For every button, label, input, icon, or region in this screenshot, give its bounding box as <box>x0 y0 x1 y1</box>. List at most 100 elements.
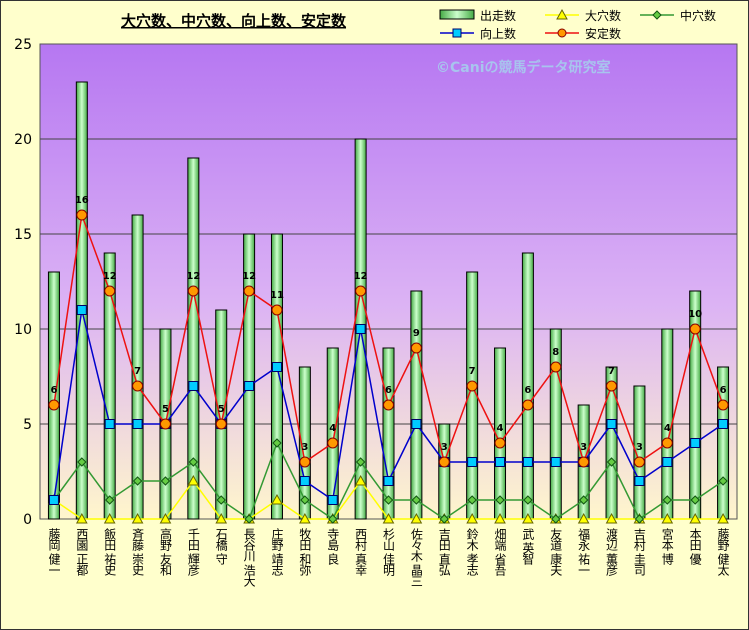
x-tick-label: 鈴木 孝志 <box>465 527 479 576</box>
x-tick-label: 千田 輝彦 <box>186 528 200 577</box>
x-tick-label: 飯田 祐史 <box>103 527 117 576</box>
point-triangle <box>689 512 702 524</box>
x-tick-label: 石橋 守 <box>214 528 228 564</box>
point-circle <box>383 399 394 411</box>
point-triangle <box>661 512 674 524</box>
data-label: 4 <box>664 423 671 434</box>
point-circle <box>494 437 506 449</box>
x-tick-label: 藤岡 健一 <box>47 528 61 575</box>
legend-swatch <box>439 9 475 20</box>
y-tick-label: 20 <box>14 132 32 148</box>
x-tick-label: 長谷川 浩大 <box>242 528 256 587</box>
point-diamond <box>523 495 533 505</box>
y-tick-label: 0 <box>23 512 32 528</box>
point-square <box>271 362 282 372</box>
bar <box>410 290 423 520</box>
point-circle <box>327 437 339 449</box>
data-label: 3 <box>301 442 308 453</box>
point-circle <box>299 456 311 468</box>
point-circle <box>606 380 618 392</box>
point-diamond <box>439 514 449 524</box>
point-diamond <box>718 476 728 486</box>
data-label: 10 <box>688 309 702 320</box>
point-circle <box>76 209 88 221</box>
legend-label: 出走数 <box>480 8 516 23</box>
x-tick-label: 渡辺 薫彦 <box>605 527 619 577</box>
point-circle <box>689 323 701 335</box>
point-square <box>327 495 338 505</box>
legend-label: 大穴数 <box>585 8 621 23</box>
data-label: 4 <box>497 423 504 434</box>
legend-marker <box>557 28 567 38</box>
point-diamond <box>606 457 617 467</box>
y-tick-label: 15 <box>14 227 32 243</box>
data-label: 4 <box>329 423 336 434</box>
y-tick-label: 25 <box>14 37 32 53</box>
x-axis-labels: 藤岡 健一 西園 正都 飯田 祐史 斉藤 崇史 高野 友和 千田 輝彦 石橋 守長谷川 浩大… <box>47 527 730 587</box>
line-series <box>48 209 729 524</box>
point-diamond <box>634 514 645 524</box>
point-triangle <box>354 474 367 486</box>
point-square <box>411 419 422 429</box>
point-triangle <box>605 512 618 524</box>
data-label: 6 <box>385 385 392 396</box>
bar <box>75 81 88 520</box>
x-tick-label: 武 英智 <box>521 528 535 566</box>
point-circle <box>410 342 422 354</box>
y-axis: 0 5 10 15 20 25 <box>14 37 32 528</box>
point-square <box>522 457 533 467</box>
x-tick-label: 畑端 省吾 <box>493 528 507 576</box>
point-circle <box>466 380 478 392</box>
x-tick-label: 高野 友和 <box>158 527 172 576</box>
point-square <box>467 457 478 467</box>
point-square <box>662 457 673 467</box>
data-label: 5 <box>218 404 225 415</box>
point-diamond <box>355 457 366 467</box>
bar <box>187 157 200 520</box>
point-square <box>244 381 255 391</box>
point-triangle <box>466 512 478 524</box>
point-diamond <box>578 495 589 505</box>
x-tick-label: 吉田 直弘 <box>437 528 451 576</box>
point-diamond <box>216 495 226 505</box>
point-square <box>634 476 645 486</box>
point-square <box>355 324 366 334</box>
bar <box>438 423 451 520</box>
data-label: 9 <box>413 328 420 339</box>
point-square <box>718 419 729 429</box>
point-triangle <box>159 512 172 524</box>
point-diamond <box>104 495 115 505</box>
x-tick-label: 藤野 健太 <box>716 528 730 576</box>
point-triangle <box>494 512 506 524</box>
y-tick-label: 5 <box>23 417 32 433</box>
point-triangle <box>522 512 534 524</box>
point-circle <box>522 399 534 411</box>
x-tick-label: 福永 祐一 <box>577 527 591 575</box>
point-diamond <box>495 495 505 505</box>
point-square <box>550 457 561 467</box>
point-diamond <box>551 514 561 524</box>
y-tick-label: 10 <box>14 322 32 338</box>
point-diamond <box>328 514 338 524</box>
point-triangle <box>103 512 116 524</box>
data-label: 8 <box>552 347 559 358</box>
point-circle <box>717 399 729 411</box>
legend-label: 向上数 <box>480 26 516 41</box>
x-tick-label: 本田 優 <box>688 528 702 566</box>
x-tick-label: 佐々木 晶三 <box>409 528 423 586</box>
point-square <box>690 438 701 448</box>
data-label: 12 <box>242 271 256 282</box>
point-diamond <box>300 495 310 505</box>
point-square <box>188 381 199 391</box>
point-diamond <box>467 495 477 505</box>
x-tick-label: 西園 正都 <box>75 528 89 575</box>
point-diamond <box>132 476 143 486</box>
point-square <box>76 305 87 315</box>
point-circle <box>355 285 367 297</box>
point-triangle <box>271 493 283 505</box>
point-diamond <box>244 514 254 524</box>
legend-marker <box>652 10 662 20</box>
legend-marker <box>556 8 568 20</box>
